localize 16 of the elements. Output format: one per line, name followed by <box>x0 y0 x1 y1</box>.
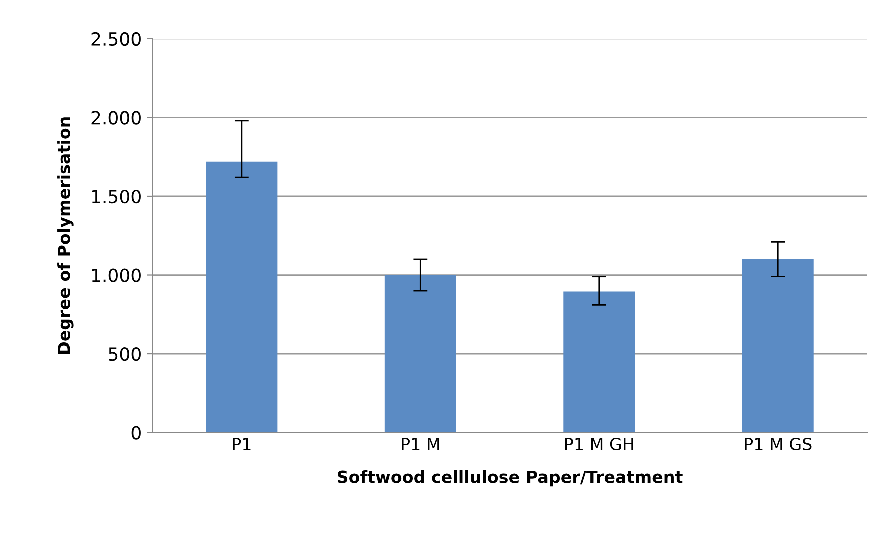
x-tick-label: P1 M GH <box>565 438 634 451</box>
y-tick-label: 0 <box>132 426 141 440</box>
x-tick-label: P1 M <box>402 438 440 450</box>
y-tick-label: 2.000 <box>92 111 141 125</box>
bar <box>742 260 814 433</box>
y-axis-title: Degree of Polymerisation <box>58 118 74 354</box>
y-tick-label: 2.500 <box>92 32 141 46</box>
bar <box>206 162 278 433</box>
bar <box>564 292 636 433</box>
bar <box>384 275 456 433</box>
y-tick-label: 500 <box>109 347 141 362</box>
y-tick-label: 1.500 <box>92 190 141 204</box>
x-tick-label: P1 M GS <box>745 438 812 451</box>
x-axis-title: Softwood celllulose Paper/Treatment <box>338 470 683 487</box>
x-tick-label: P1 <box>233 438 251 450</box>
y-tick-label: 1.000 <box>92 268 141 282</box>
